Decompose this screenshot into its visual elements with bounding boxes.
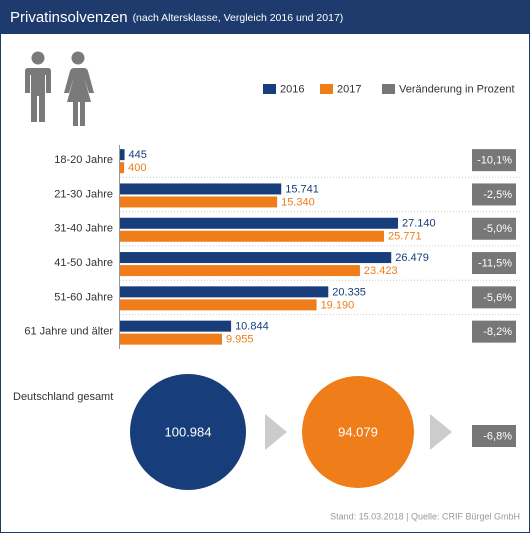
header bbox=[0, 0, 530, 34]
arrow bbox=[265, 414, 287, 450]
change-label: -10,1% bbox=[477, 155, 512, 167]
chart-title: Privatinsolvenzen (nach Altersklasse, Ver… bbox=[10, 9, 343, 26]
y-tick-label: 61 Jahre und älter bbox=[24, 326, 113, 338]
total-value: 100.984 bbox=[165, 424, 212, 439]
value-label: 25.771 bbox=[388, 231, 422, 243]
change-box bbox=[472, 425, 516, 447]
bar bbox=[120, 320, 232, 332]
value-label: 445 bbox=[129, 149, 147, 161]
legend-label: 2017 bbox=[337, 83, 361, 95]
change-label: -2,5% bbox=[483, 189, 512, 201]
bar bbox=[120, 333, 222, 345]
total-value: 94.079 bbox=[338, 424, 378, 439]
bar bbox=[120, 162, 125, 174]
value-label: 23.423 bbox=[364, 265, 398, 277]
value-label: 27.140 bbox=[402, 218, 436, 230]
legend-swatch bbox=[320, 84, 333, 94]
bar bbox=[120, 217, 398, 229]
value-label: 20.335 bbox=[332, 286, 366, 298]
legend-swatch bbox=[263, 84, 276, 94]
change-box bbox=[472, 286, 516, 309]
total-circle bbox=[302, 376, 414, 488]
change-box bbox=[472, 252, 516, 275]
change-label: -6,8% bbox=[483, 430, 512, 442]
change-label: -11,5% bbox=[478, 257, 512, 269]
y-tick-label: 31-40 Jahre bbox=[54, 223, 113, 235]
change-box bbox=[472, 217, 516, 240]
y-tick-label: 51-60 Jahre bbox=[54, 291, 113, 303]
source: Stand: 15.03.2018 | Quelle: CRIF Bürgel … bbox=[330, 511, 520, 521]
value-label: 19.190 bbox=[321, 299, 355, 311]
change-label: -5,6% bbox=[483, 292, 512, 304]
subtitle: (nach Altersklasse, Vergleich 2016 und 2… bbox=[133, 12, 344, 24]
y-tick-label: 18-20 Jahre bbox=[54, 154, 113, 166]
bar bbox=[120, 149, 125, 161]
value-label: 10.844 bbox=[235, 321, 269, 333]
bar bbox=[120, 183, 282, 195]
value-label: 15.741 bbox=[285, 183, 319, 195]
legend-swatch bbox=[382, 84, 395, 94]
total-label: Deutschland gesamt bbox=[13, 391, 113, 403]
person-icons bbox=[25, 51, 94, 126]
change-box bbox=[472, 320, 516, 343]
bar bbox=[120, 196, 278, 208]
change-label: -8,2% bbox=[483, 326, 512, 338]
bar bbox=[120, 230, 384, 242]
y-tick-label: 41-50 Jahre bbox=[54, 257, 113, 269]
bar bbox=[120, 286, 329, 298]
total-circle bbox=[130, 374, 246, 490]
arrow bbox=[430, 414, 452, 450]
y-tick-label: 21-30 Jahre bbox=[54, 188, 113, 200]
change-box bbox=[472, 183, 516, 206]
title: Privatinsolvenzen bbox=[10, 9, 128, 26]
bar bbox=[120, 252, 392, 264]
legend-label: Veränderung in Prozent bbox=[399, 83, 515, 95]
bar bbox=[120, 299, 317, 311]
value-label: 15.340 bbox=[281, 196, 315, 208]
legend-label: 2016 bbox=[280, 83, 304, 95]
bar bbox=[120, 265, 360, 277]
change-label: -5,0% bbox=[483, 223, 512, 235]
change-box bbox=[472, 149, 516, 172]
value-label: 26.479 bbox=[395, 252, 429, 264]
value-label: 9.955 bbox=[226, 334, 254, 346]
value-label: 400 bbox=[128, 162, 146, 174]
